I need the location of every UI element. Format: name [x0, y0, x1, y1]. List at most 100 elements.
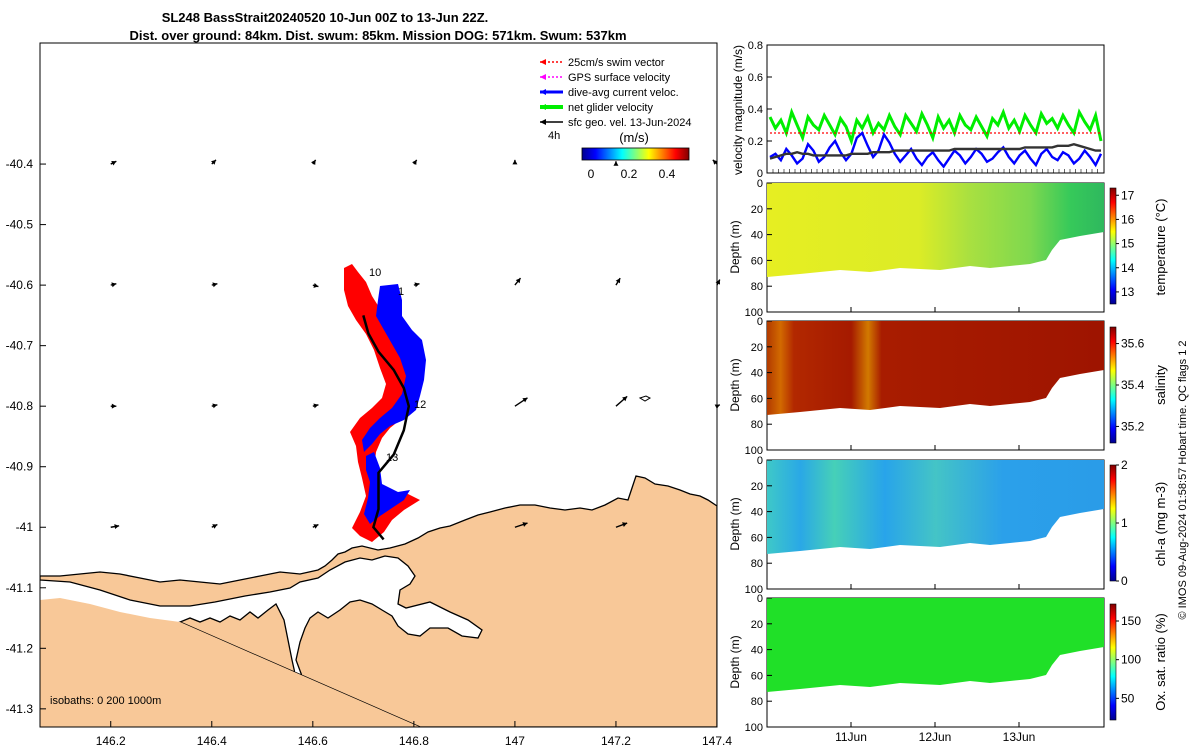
legend-entry: 25cm/s swim vector	[540, 57, 665, 69]
geo-arrow	[312, 283, 319, 288]
geo-arrow	[615, 522, 628, 528]
section-ytick-label: 100	[745, 445, 763, 457]
chla-section	[766, 459, 1105, 590]
section-ytick-label: 40	[751, 645, 763, 657]
geo-arrow	[512, 159, 518, 165]
section-panels: 0204060801000204060801000204060801000204…	[728, 178, 1168, 744]
geo-velocity-arrows	[110, 159, 721, 530]
vel-ytick-label: 0.2	[748, 136, 763, 148]
geo-arrow	[514, 397, 528, 407]
map-ytick-label: -41.2	[6, 641, 34, 655]
colorbar-ticks: 13 14 15 16 17 35.2 35.4 35.6 0 1 2 50 100 150	[1116, 188, 1145, 705]
legend-entry: net glider velocity	[540, 102, 653, 114]
cb-tick-label: 50	[1121, 691, 1135, 705]
temperature-cb-label: temperature (°C)	[1153, 199, 1168, 296]
map-xtick-label: 146.2	[96, 734, 126, 748]
cb-tick-label: 15	[1121, 237, 1135, 251]
figure-title-line2: Dist. over ground: 84km. Dist. swum: 85k…	[129, 28, 626, 43]
map-xtick-label: 146.8	[399, 734, 429, 748]
geo-arrow	[312, 403, 319, 409]
geo-arrow	[715, 279, 721, 286]
map-xtick-label: 147	[505, 734, 525, 748]
map-ytick-label: -41.3	[6, 702, 34, 716]
geo-arrow	[312, 523, 319, 529]
cb-tick-label: 1	[1121, 516, 1128, 530]
section-ytick-label: 0	[757, 316, 763, 328]
oxygen-field	[767, 598, 1104, 692]
land-fill	[40, 598, 420, 727]
chla-cb-label: chl-a (mg m-3)	[1153, 482, 1168, 567]
glider-track	[362, 315, 411, 541]
legend-label: GPS surface velocity	[568, 72, 671, 84]
cb-tick-label: 17	[1121, 188, 1135, 202]
section-ytick-label: 60	[751, 393, 763, 405]
oxygen-cb-label: Ox. sat. ratio (%)	[1153, 613, 1168, 711]
temperature-section	[766, 182, 1105, 313]
chla-ylabel: Depth (m)	[728, 497, 742, 550]
map-xtick-label: 147.4	[702, 734, 732, 748]
vel-ytick-label: 0.6	[748, 72, 763, 84]
geo-arrow	[514, 277, 522, 286]
section-ytick-label: 40	[751, 230, 763, 242]
colorbar-tick-0: 0	[588, 167, 595, 181]
salinity-section	[766, 320, 1105, 451]
salinity-colorbar	[1109, 326, 1117, 444]
day-label-10: 10	[369, 267, 381, 279]
geo-arrow	[413, 282, 420, 288]
section-ytick-label: 0	[757, 593, 763, 605]
salinity-ylabel: Depth (m)	[728, 358, 742, 411]
velocity-series-line	[769, 142, 1101, 160]
section-ytick-label: 20	[751, 619, 763, 631]
section-ytick-label: 100	[745, 584, 763, 596]
map-ytick-label: -40.6	[6, 278, 34, 292]
map-legend: 25cm/s swim vector GPS surface velocity di…	[540, 57, 692, 129]
cb-tick-label: 35.4	[1121, 378, 1145, 392]
map-ytick-label: -40.7	[6, 339, 34, 353]
legend-label: net glider velocity	[568, 102, 653, 114]
velocity-series	[768, 107, 1103, 169]
section-ytick-label: 100	[745, 722, 763, 734]
figure-title-line1: SL248 BassStrait20240520 10-Jun 00Z to 1…	[162, 10, 489, 25]
section-ytick-label: 80	[751, 696, 763, 708]
geo-arrow	[714, 404, 721, 410]
map-ticks: 146.2 146.4 146.6 146.8 147 147.2 147.4 -40.4 -4…	[6, 157, 733, 748]
arrow-scale-label: 4h	[548, 130, 560, 142]
oxygen-ylabel: Depth (m)	[728, 635, 742, 688]
map-xtick-label: 147.2	[601, 734, 631, 748]
velocity-panel: 0 0.2 0.4 0.6 0.8 velocity magnitude (m/s)	[731, 40, 1105, 180]
section-ytick-label: 80	[751, 419, 763, 431]
cb-tick-label: 14	[1121, 261, 1135, 275]
section-ytick-label: 80	[751, 281, 763, 293]
geo-arrow	[110, 160, 117, 166]
map-frame	[39, 42, 718, 728]
glider-swath	[344, 264, 426, 542]
swim-vector-swath	[344, 264, 420, 542]
geo-arrow	[110, 282, 117, 288]
velocity-series-line	[768, 107, 1103, 146]
geo-arrow	[110, 524, 120, 530]
cb-tick-label: 150	[1121, 614, 1141, 628]
current-swath-lower	[364, 452, 410, 524]
geo-arrow	[211, 282, 218, 288]
velocity-ticks: 0 0.2 0.4 0.6 0.8	[748, 40, 1098, 180]
time-tick-11jun: 11Jun	[835, 730, 867, 744]
legend-entry: sfc geo. vel. 13-Jun-2024	[540, 117, 692, 129]
land-mass	[40, 475, 717, 727]
time-tick-13jun: 13Jun	[1003, 730, 1036, 744]
colorbar-tick-2: 0.4	[659, 167, 676, 181]
map-ytick-label: -40.9	[6, 460, 34, 474]
section-ytick-label: 40	[751, 368, 763, 380]
map-panel: 146.2 146.4 146.6 146.8 147 147.2 147.4 -40.4 -4…	[6, 42, 733, 748]
velocity-axes	[766, 44, 1105, 174]
geo-arrow	[514, 522, 528, 528]
geo-arrow	[615, 277, 621, 286]
vel-ytick-label: 0.4	[748, 104, 763, 116]
section-ticks: 0204060801000204060801000204060801000204…	[745, 178, 1020, 734]
geo-arrow	[110, 403, 117, 409]
map-ytick-label: -41.1	[6, 581, 34, 595]
chla-colorbar	[1109, 464, 1117, 582]
geo-arrow	[211, 523, 218, 529]
section-ytick-label: 0	[757, 178, 763, 190]
geo-arrow	[412, 159, 418, 165]
